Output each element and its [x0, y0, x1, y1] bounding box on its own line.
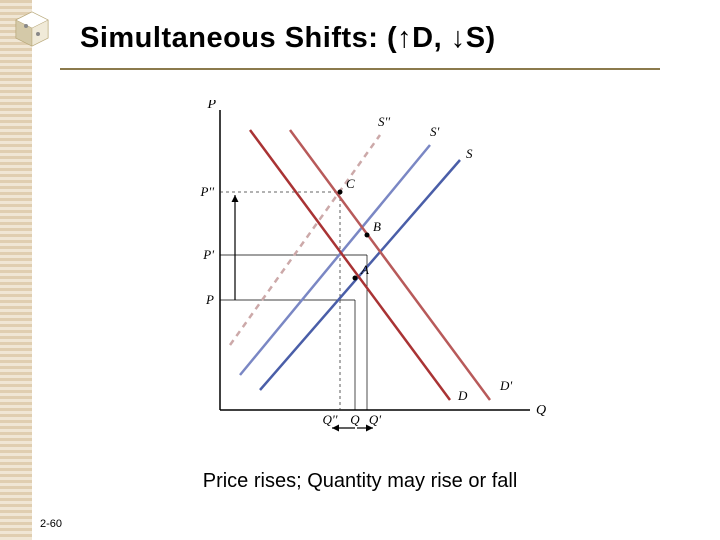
svg-text:A: A: [360, 262, 369, 277]
conclusion-text: Price rises; Quantity may rise or fall: [0, 470, 720, 493]
slide-number: 2-60: [40, 518, 62, 530]
svg-text:D': D': [499, 378, 512, 393]
svg-text:Q': Q': [369, 412, 381, 427]
svg-text:S': S': [430, 124, 440, 139]
title-suffix: S): [466, 22, 496, 54]
slide-title: Simultaneous Shifts: (↑D, ↓S): [80, 22, 496, 55]
title-underline: [60, 68, 660, 70]
svg-text:P': P': [202, 247, 214, 262]
supply-demand-diagram: P Q S S' S'' D D' A B C P P' P'' Q'' Q Q': [160, 100, 560, 450]
svg-text:Q: Q: [350, 412, 360, 427]
svg-text:Q: Q: [536, 403, 546, 418]
cube-icon: [8, 8, 56, 50]
svg-text:Q'': Q'': [323, 412, 338, 427]
svg-text:P: P: [206, 100, 216, 112]
svg-text:P: P: [205, 292, 214, 307]
decorative-left-stripe: [0, 0, 32, 540]
svg-text:C: C: [346, 176, 355, 191]
svg-text:P'': P'': [199, 184, 214, 199]
svg-text:S: S: [466, 146, 473, 161]
title-mid: D,: [412, 22, 451, 54]
title-prefix: Simultaneous Shifts: (: [80, 22, 397, 54]
svg-text:B: B: [373, 219, 381, 234]
diagram-svg: P Q S S' S'' D D' A B C P P' P'' Q'' Q Q': [160, 100, 560, 450]
svg-text:D: D: [457, 388, 468, 403]
svg-text:S'': S'': [378, 114, 390, 129]
up-arrow-icon: ↑: [397, 22, 412, 54]
down-arrow-icon: ↓: [451, 22, 466, 54]
